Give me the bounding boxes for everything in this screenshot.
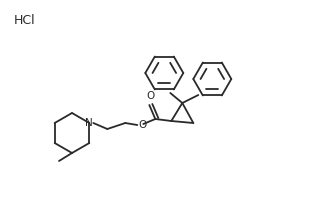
Text: O: O [138,120,147,130]
Text: O: O [146,91,154,101]
Text: N: N [86,118,93,128]
Text: HCl: HCl [14,13,36,27]
